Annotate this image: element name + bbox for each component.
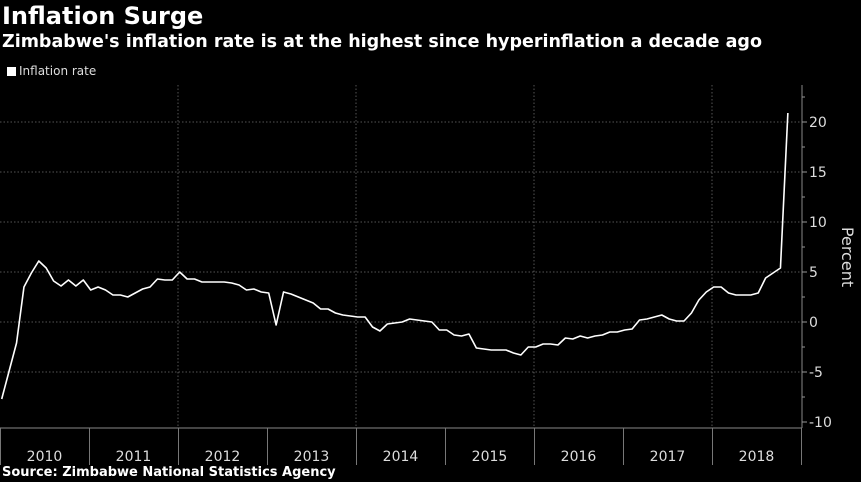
y-tick-label: -10 bbox=[809, 415, 832, 431]
y-tick-label: 5 bbox=[809, 265, 818, 281]
legend-label: Inflation rate bbox=[19, 64, 97, 78]
x-tick-label: 2011 bbox=[116, 449, 152, 465]
y-axis-label: Percent bbox=[838, 227, 857, 287]
y-tick-label: 0 bbox=[809, 315, 818, 331]
x-tick-label: 2017 bbox=[650, 449, 686, 465]
x-tick-label: 2010 bbox=[27, 449, 63, 465]
x-tick-label: 2016 bbox=[561, 449, 597, 465]
inflation-rate-line bbox=[0, 112, 789, 400]
y-tick-label: -5 bbox=[809, 365, 823, 381]
legend: Inflation rate bbox=[7, 64, 96, 78]
y-tick-label: 20 bbox=[809, 115, 827, 131]
x-tick-label: 2013 bbox=[294, 449, 330, 465]
chart-title: Inflation Surge bbox=[2, 2, 204, 30]
chart-subtitle: Zimbabwe's inflation rate is at the high… bbox=[2, 32, 762, 52]
x-tick-label: 2014 bbox=[383, 449, 419, 465]
source-note: Source: Zimbabwe National Statistics Age… bbox=[2, 465, 336, 480]
y-tick-label: 10 bbox=[809, 215, 827, 231]
x-tick-label: 2015 bbox=[472, 449, 508, 465]
y-tick-label: 15 bbox=[809, 165, 827, 181]
x-tick-label: 2012 bbox=[205, 449, 241, 465]
legend-swatch bbox=[7, 66, 16, 76]
x-tick-label: 2018 bbox=[739, 449, 775, 465]
